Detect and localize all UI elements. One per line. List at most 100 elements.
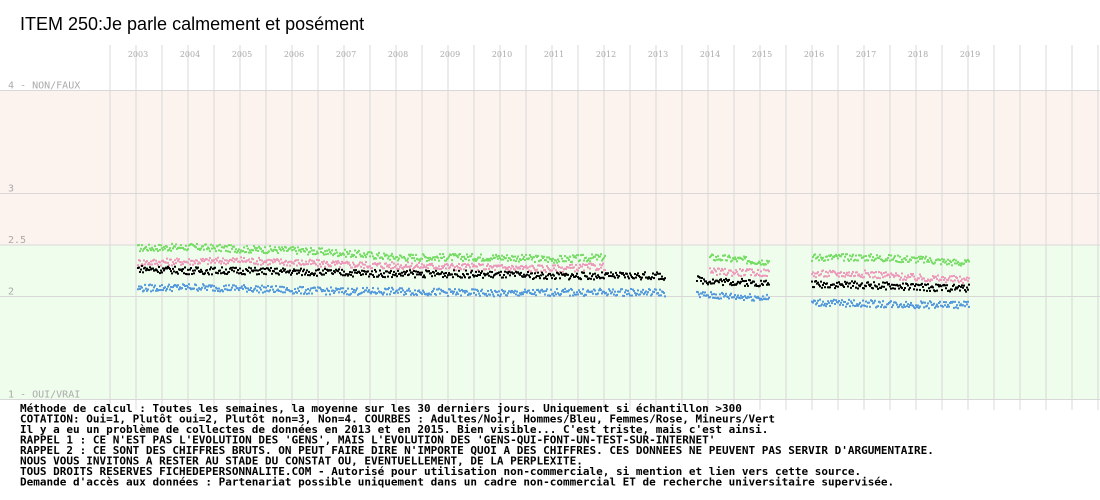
data-point [748,296,750,299]
data-point [916,306,918,309]
data-point [843,285,845,288]
data-point [614,276,616,279]
data-point [827,258,829,261]
data-point [342,252,344,255]
data-point [891,306,893,309]
data-point [731,284,733,287]
data-point [739,282,741,285]
data-point [331,249,333,252]
data-point [423,254,425,257]
data-point [659,288,661,291]
data-point [592,256,594,259]
data-point [245,287,247,290]
data-point [753,299,755,302]
data-point [709,295,711,298]
data-point [285,246,287,249]
data-point [861,273,863,276]
data-point [841,283,843,286]
data-point [486,264,488,267]
data-point [494,289,496,292]
data-point [881,303,883,306]
data-point [611,275,613,278]
year-label: 2003 [128,50,148,59]
data-point [418,258,420,261]
data-point [172,247,174,250]
data-point [830,254,832,257]
year-labels: 2003 2004 2005 2006 2007 2008 2009 2010 2011 2012… [128,50,980,59]
data-point [486,257,488,260]
data-point [271,285,273,288]
data-point [326,287,328,290]
data-point [868,254,870,257]
data-point [568,266,570,269]
data-point [604,254,606,257]
data-point [312,262,314,265]
data-point [529,265,531,268]
data-point [261,284,263,287]
data-point [732,271,734,274]
data-point [739,268,741,271]
data-point [940,263,942,266]
data-point [760,263,762,266]
data-point [359,253,361,256]
data-point [144,266,146,269]
data-point [829,269,831,272]
data-point [208,273,210,276]
data-point [265,286,267,289]
data-point [514,274,516,277]
data-point [330,286,332,289]
data-point [380,291,382,294]
data-point [340,273,342,276]
data-point [730,292,732,295]
data-point [139,250,141,253]
data-point [408,273,410,276]
data-point [376,253,378,256]
data-point [254,246,256,249]
data-point [252,290,254,293]
data-point [719,258,721,261]
data-point [577,254,579,257]
data-point [161,284,163,287]
data-point [190,267,192,270]
data-point [410,293,412,296]
data-point [655,273,657,276]
data-point [541,288,543,291]
data-point [896,303,898,306]
data-point [856,282,858,285]
data-point [889,276,891,279]
data-point [857,274,859,277]
data-point [369,265,371,268]
data-point [901,272,903,275]
data-point [731,274,733,277]
data-point [227,262,229,265]
data-point [205,243,207,246]
data-point [920,300,922,303]
data-point [710,291,712,294]
data-point [340,287,342,290]
data-point [836,281,838,284]
data-point [278,289,280,292]
data-point [751,268,753,271]
data-point [231,247,233,250]
data-point [400,264,402,267]
data-point [330,252,332,255]
data-point [851,255,853,258]
data-point [845,282,847,285]
data-point [568,278,570,281]
data-point [455,269,457,272]
data-point [390,270,392,273]
data-point [169,288,171,291]
data-point [936,278,938,281]
data-point [498,290,500,293]
data-point [255,269,257,272]
data-point [248,251,250,254]
data-point [746,282,748,285]
data-point [392,266,394,269]
data-point [389,258,391,261]
data-point [879,301,881,304]
data-point [226,273,228,276]
data-point [425,256,427,259]
data-point [162,248,164,251]
note-line: RAPPEL 1 : CE N'EST PAS L'EVOLUTION DES … [20,434,715,447]
data-point [254,266,256,269]
